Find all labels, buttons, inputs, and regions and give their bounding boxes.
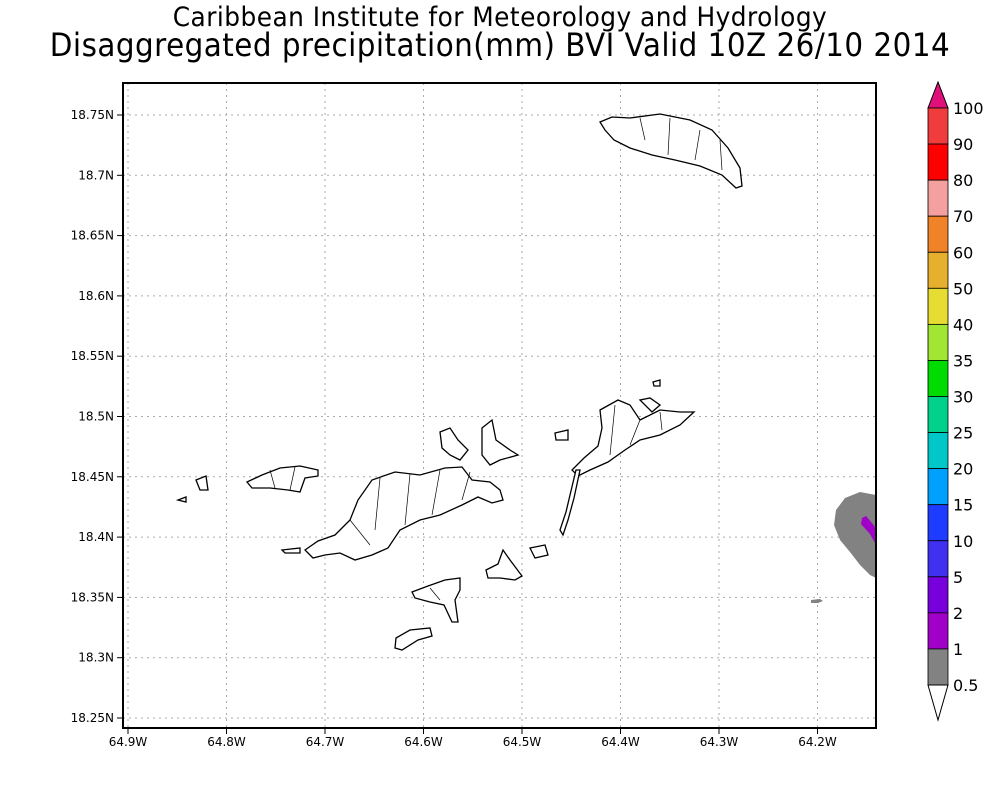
lat-tick-label: 18.7N <box>78 168 114 182</box>
lat-tick-label: 18.3N <box>78 651 114 665</box>
colorbar-label: 20 <box>953 460 973 479</box>
colorbar-segment <box>927 107 949 145</box>
island-parish-lines <box>269 117 723 601</box>
colorbar-label: 5 <box>953 568 963 587</box>
lat-tick-label: 18.4N <box>78 530 114 544</box>
islands <box>175 113 743 651</box>
axis-ticks: 64.9W 64.8W 64.7W 64.6W 64.5W 64.4W 64.3W 64.2W… <box>71 108 837 749</box>
rain-area-moderate <box>861 516 876 545</box>
colorbar-segment <box>927 360 949 397</box>
chart-title-product: Disaggregated precipitation(mm) BVI Vali… <box>49 26 951 64</box>
rain-area-light <box>834 492 876 578</box>
lat-tick-label: 18.75N <box>71 108 114 122</box>
island-west <box>195 475 209 491</box>
colorbar-segment <box>927 432 949 470</box>
lat-tick-label: 18.65N <box>71 229 114 243</box>
lon-tick-label: 64.2W <box>798 735 837 749</box>
colorbar-label: 0.5 <box>953 676 978 695</box>
rain-area-small <box>811 599 823 603</box>
colorbar-label: 15 <box>953 496 973 515</box>
lon-tick-label: 64.7W <box>306 735 345 749</box>
colorbar-segment <box>927 576 949 614</box>
lat-tick-label: 18.25N <box>71 711 114 725</box>
colorbar-label: 90 <box>953 135 973 154</box>
island-beef-guana <box>439 427 469 461</box>
island-south <box>394 627 433 651</box>
island-fallen-jerusalem <box>529 544 549 559</box>
lon-tick-label: 64.4W <box>601 735 640 749</box>
island-tortola <box>303 466 504 561</box>
lat-tick-label: 18.6N <box>78 289 114 303</box>
lon-tick-label: 64.6W <box>404 735 443 749</box>
colorbar-segment <box>927 396 949 433</box>
colorbar-segment <box>927 251 949 289</box>
colorbar-segment <box>927 287 949 325</box>
lon-tick-label: 64.8W <box>207 735 246 749</box>
colorbar-label: 1 <box>953 640 963 659</box>
island-norman-peter <box>411 577 461 623</box>
lon-tick-label: 64.5W <box>503 735 542 749</box>
island-anegada <box>599 113 743 189</box>
colorbar-label: 100 <box>953 99 984 118</box>
island-ginger-cooper <box>485 548 523 581</box>
island-west-small <box>175 496 187 503</box>
colorbar-segment <box>927 648 949 686</box>
island-chain <box>559 469 581 537</box>
colorbar-segment <box>927 612 949 650</box>
colorbar-segment <box>927 215 949 253</box>
island-camanoe <box>481 418 520 466</box>
colorbar-segment <box>927 540 949 578</box>
colorbar-under-arrow <box>927 684 949 722</box>
island-eustatia <box>652 379 661 387</box>
rain-field <box>811 492 876 603</box>
chart-title-institute: Caribbean Institute for Meteorology and … <box>172 2 828 33</box>
colorbar-label: 25 <box>953 424 973 443</box>
colorbar-segment <box>927 468 949 506</box>
gridlines <box>123 83 876 728</box>
colorbar-label: 35 <box>953 351 973 370</box>
colorbar-label: 80 <box>953 171 973 190</box>
island-little-thatch <box>280 547 301 554</box>
colorbar-label: 70 <box>953 207 973 226</box>
lon-tick-label: 64.9W <box>109 735 148 749</box>
colorbar-segment <box>927 179 949 217</box>
lon-tick-label: 64.3W <box>700 735 739 749</box>
colorbar-label: 40 <box>953 315 973 334</box>
island-jost-van-dyke <box>245 465 319 493</box>
colorbar-segment <box>927 504 949 542</box>
lat-tick-label: 18.45N <box>71 470 114 484</box>
map-frame <box>122 82 877 729</box>
colorbar-label: 50 <box>953 279 973 298</box>
colorbar-label: 10 <box>953 532 973 551</box>
lat-tick-label: 18.35N <box>71 590 114 604</box>
lat-tick-label: 18.5N <box>78 410 114 424</box>
colorbar-segment <box>927 323 949 361</box>
island-mosquito <box>554 429 569 441</box>
lat-tick-label: 18.55N <box>71 349 114 363</box>
colorbar: 100 90 80 70 60 50 40 35 30 25 20 15 10 5 2 1 0.5 <box>927 80 984 722</box>
colorbar-label: 60 <box>953 243 973 262</box>
colorbar-segment <box>927 143 949 181</box>
island-necker <box>638 397 662 413</box>
colorbar-label: 30 <box>953 388 973 407</box>
colorbar-label: 2 <box>953 604 963 623</box>
colorbar-over-arrow <box>927 80 949 109</box>
